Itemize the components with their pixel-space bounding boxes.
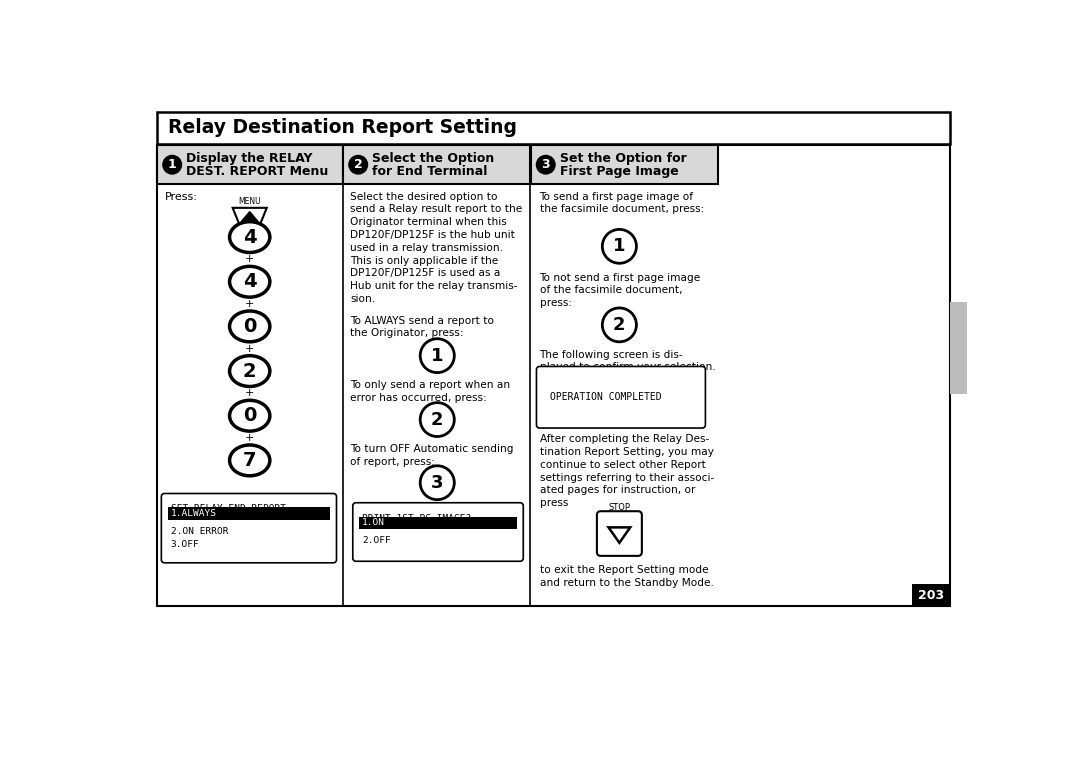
Text: 2: 2: [613, 316, 625, 334]
Text: DEST. REPORT Menu: DEST. REPORT Menu: [186, 165, 328, 178]
Circle shape: [603, 308, 636, 342]
Text: 3.OFF: 3.OFF: [171, 539, 200, 549]
Circle shape: [537, 156, 555, 174]
Text: MENU: MENU: [239, 197, 261, 205]
Text: Set the Option for: Set the Option for: [559, 152, 687, 165]
Ellipse shape: [230, 266, 270, 297]
FancyBboxPatch shape: [167, 507, 330, 520]
Circle shape: [420, 339, 455, 372]
Text: to exit the Report Setting mode
and return to the Standby Mode.: to exit the Report Setting mode and retu…: [540, 565, 714, 588]
Text: To not send a first page image
of the facsimile document,
press:: To not send a first page image of the fa…: [540, 272, 701, 308]
Text: 0: 0: [243, 317, 256, 336]
FancyBboxPatch shape: [531, 146, 718, 184]
Text: 4: 4: [243, 272, 257, 291]
Text: 2.OFF: 2.OFF: [362, 536, 391, 545]
Ellipse shape: [230, 311, 270, 342]
Text: 203: 203: [918, 588, 944, 602]
Polygon shape: [232, 208, 267, 224]
FancyBboxPatch shape: [359, 517, 517, 529]
FancyBboxPatch shape: [157, 111, 950, 144]
Text: 2: 2: [354, 158, 363, 171]
Text: 3: 3: [431, 474, 444, 491]
Text: 1: 1: [431, 346, 444, 365]
Ellipse shape: [230, 356, 270, 387]
FancyBboxPatch shape: [343, 146, 530, 184]
Text: The following screen is dis-
played to confirm your selection.: The following screen is dis- played to c…: [540, 349, 715, 372]
Text: After completing the Relay Des-
tination Report Setting, you may
continue to sel: After completing the Relay Des- tination…: [540, 434, 714, 508]
Text: +: +: [245, 388, 255, 398]
FancyBboxPatch shape: [353, 503, 524, 562]
Text: OPERATION COMPLETED: OPERATION COMPLETED: [550, 392, 661, 402]
Text: 1.ALWAYS: 1.ALWAYS: [171, 509, 217, 518]
Text: +: +: [245, 221, 255, 231]
Text: +: +: [245, 433, 255, 443]
Text: 1: 1: [613, 237, 625, 256]
Text: Select the desired option to
send a Relay result report to the
Originator termin: Select the desired option to send a Rela…: [350, 192, 523, 304]
FancyBboxPatch shape: [950, 302, 968, 394]
Text: 0: 0: [243, 406, 256, 425]
Text: +: +: [245, 344, 255, 354]
Text: STOP: STOP: [608, 503, 631, 512]
Text: To turn OFF Automatic sending
of report, press:: To turn OFF Automatic sending of report,…: [350, 444, 514, 467]
Text: To ALWAYS send a report to
the Originator, press:: To ALWAYS send a report to the Originato…: [350, 316, 495, 339]
Circle shape: [603, 230, 636, 263]
Text: for End Terminal: for End Terminal: [373, 165, 487, 178]
Text: To send a first page image of
the facsimile document, press:: To send a first page image of the facsim…: [540, 192, 704, 214]
FancyBboxPatch shape: [597, 511, 642, 556]
Text: +: +: [245, 254, 255, 265]
Ellipse shape: [230, 401, 270, 431]
Text: PRINT 1ST PG IMAGE?: PRINT 1ST PG IMAGE?: [362, 513, 471, 523]
Text: Select the Option: Select the Option: [373, 152, 495, 165]
Text: +: +: [245, 299, 255, 309]
Circle shape: [420, 465, 455, 500]
Text: 3: 3: [541, 158, 550, 171]
Ellipse shape: [230, 222, 270, 253]
Text: SET RELAY END REPORT: SET RELAY END REPORT: [171, 504, 285, 513]
FancyBboxPatch shape: [912, 584, 950, 606]
Polygon shape: [241, 211, 258, 222]
FancyBboxPatch shape: [537, 366, 705, 428]
FancyBboxPatch shape: [157, 146, 950, 606]
Text: 7: 7: [243, 451, 256, 470]
Text: First Page Image: First Page Image: [559, 165, 678, 178]
Text: 1: 1: [167, 158, 176, 171]
Text: To only send a report when an
error has occurred, press:: To only send a report when an error has …: [350, 380, 511, 403]
Text: 2.ON ERROR: 2.ON ERROR: [171, 526, 228, 536]
Text: 2: 2: [431, 410, 444, 429]
FancyBboxPatch shape: [158, 146, 342, 184]
Text: Display the RELAY: Display the RELAY: [186, 152, 312, 165]
FancyBboxPatch shape: [161, 494, 337, 563]
Circle shape: [349, 156, 367, 174]
Polygon shape: [608, 527, 631, 542]
Text: 1.ON: 1.ON: [362, 518, 386, 527]
Text: Press:: Press:: [164, 192, 198, 201]
Circle shape: [420, 403, 455, 436]
Text: 4: 4: [243, 227, 257, 246]
Text: Relay Destination Report Setting: Relay Destination Report Setting: [167, 118, 516, 137]
Ellipse shape: [230, 445, 270, 476]
Text: 2: 2: [243, 362, 257, 381]
Circle shape: [163, 156, 181, 174]
